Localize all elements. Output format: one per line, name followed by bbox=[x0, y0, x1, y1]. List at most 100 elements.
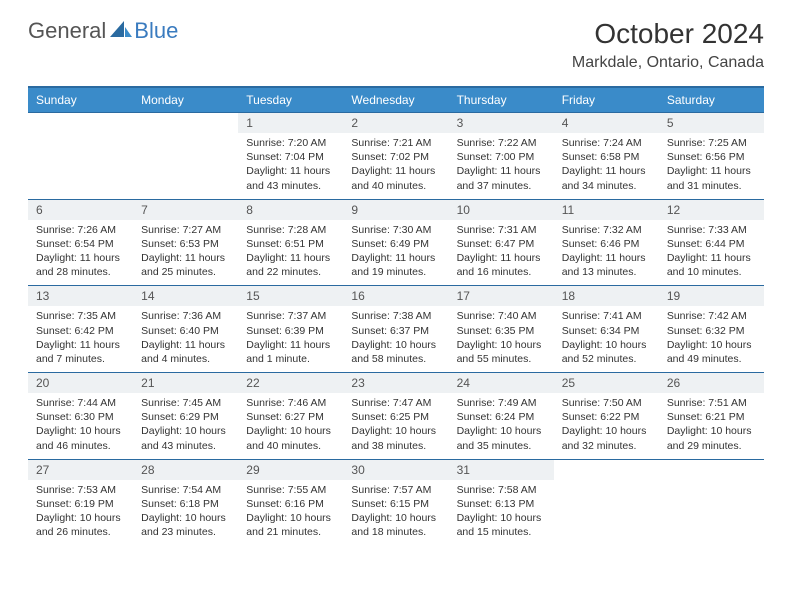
header: General Blue October 2024 Markdale, Onta… bbox=[28, 18, 764, 72]
day-info: Sunrise: 7:28 AMSunset: 6:51 PMDaylight:… bbox=[238, 220, 343, 286]
day-info: Sunrise: 7:54 AMSunset: 6:18 PMDaylight:… bbox=[133, 480, 238, 546]
calendar-day-cell: .. bbox=[659, 459, 764, 545]
day-number: 9 bbox=[343, 200, 448, 220]
logo: General Blue bbox=[28, 18, 178, 44]
day-info: Sunrise: 7:51 AMSunset: 6:21 PMDaylight:… bbox=[659, 393, 764, 459]
calendar-day-cell: 22Sunrise: 7:46 AMSunset: 6:27 PMDayligh… bbox=[238, 373, 343, 460]
weekday-header: Wednesday bbox=[343, 87, 448, 113]
day-info: Sunrise: 7:20 AMSunset: 7:04 PMDaylight:… bbox=[238, 133, 343, 199]
calendar-week-row: ....1Sunrise: 7:20 AMSunset: 7:04 PMDayl… bbox=[28, 113, 764, 200]
calendar-day-cell: 26Sunrise: 7:51 AMSunset: 6:21 PMDayligh… bbox=[659, 373, 764, 460]
weekday-header: Saturday bbox=[659, 87, 764, 113]
weekday-header-row: Sunday Monday Tuesday Wednesday Thursday… bbox=[28, 87, 764, 113]
calendar-day-cell: 24Sunrise: 7:49 AMSunset: 6:24 PMDayligh… bbox=[449, 373, 554, 460]
day-number: 4 bbox=[554, 113, 659, 133]
calendar-week-row: 20Sunrise: 7:44 AMSunset: 6:30 PMDayligh… bbox=[28, 373, 764, 460]
calendar-day-cell: 10Sunrise: 7:31 AMSunset: 6:47 PMDayligh… bbox=[449, 199, 554, 286]
day-number: 23 bbox=[343, 373, 448, 393]
calendar-week-row: 13Sunrise: 7:35 AMSunset: 6:42 PMDayligh… bbox=[28, 286, 764, 373]
day-info: Sunrise: 7:47 AMSunset: 6:25 PMDaylight:… bbox=[343, 393, 448, 459]
day-number: 22 bbox=[238, 373, 343, 393]
weekday-header: Thursday bbox=[449, 87, 554, 113]
calendar-day-cell: 17Sunrise: 7:40 AMSunset: 6:35 PMDayligh… bbox=[449, 286, 554, 373]
calendar-day-cell: 9Sunrise: 7:30 AMSunset: 6:49 PMDaylight… bbox=[343, 199, 448, 286]
calendar-table: Sunday Monday Tuesday Wednesday Thursday… bbox=[28, 86, 764, 545]
day-number: 6 bbox=[28, 200, 133, 220]
location-text: Markdale, Ontario, Canada bbox=[572, 54, 764, 72]
day-info: Sunrise: 7:49 AMSunset: 6:24 PMDaylight:… bbox=[449, 393, 554, 459]
day-info: Sunrise: 7:53 AMSunset: 6:19 PMDaylight:… bbox=[28, 480, 133, 546]
day-info: Sunrise: 7:33 AMSunset: 6:44 PMDaylight:… bbox=[659, 220, 764, 286]
calendar-day-cell: 30Sunrise: 7:57 AMSunset: 6:15 PMDayligh… bbox=[343, 459, 448, 545]
calendar-week-row: 27Sunrise: 7:53 AMSunset: 6:19 PMDayligh… bbox=[28, 459, 764, 545]
logo-sail-icon bbox=[110, 19, 132, 44]
day-info: Sunrise: 7:57 AMSunset: 6:15 PMDaylight:… bbox=[343, 480, 448, 546]
day-info: Sunrise: 7:45 AMSunset: 6:29 PMDaylight:… bbox=[133, 393, 238, 459]
calendar-day-cell: 3Sunrise: 7:22 AMSunset: 7:00 PMDaylight… bbox=[449, 113, 554, 200]
day-number: 8 bbox=[238, 200, 343, 220]
calendar-day-cell: 23Sunrise: 7:47 AMSunset: 6:25 PMDayligh… bbox=[343, 373, 448, 460]
calendar-day-cell: .. bbox=[133, 113, 238, 200]
calendar-day-cell: 6Sunrise: 7:26 AMSunset: 6:54 PMDaylight… bbox=[28, 199, 133, 286]
day-info: Sunrise: 7:22 AMSunset: 7:00 PMDaylight:… bbox=[449, 133, 554, 199]
day-number: 3 bbox=[449, 113, 554, 133]
day-number: 14 bbox=[133, 286, 238, 306]
calendar-day-cell: 12Sunrise: 7:33 AMSunset: 6:44 PMDayligh… bbox=[659, 199, 764, 286]
logo-text-blue: Blue bbox=[134, 18, 178, 44]
day-number: 11 bbox=[554, 200, 659, 220]
day-info: Sunrise: 7:41 AMSunset: 6:34 PMDaylight:… bbox=[554, 306, 659, 372]
calendar-day-cell: 20Sunrise: 7:44 AMSunset: 6:30 PMDayligh… bbox=[28, 373, 133, 460]
day-number: 31 bbox=[449, 460, 554, 480]
day-info: Sunrise: 7:38 AMSunset: 6:37 PMDaylight:… bbox=[343, 306, 448, 372]
logo-text-general: General bbox=[28, 18, 106, 44]
weekday-header: Friday bbox=[554, 87, 659, 113]
day-number: 30 bbox=[343, 460, 448, 480]
title-block: October 2024 Markdale, Ontario, Canada bbox=[572, 18, 764, 72]
calendar-day-cell: 18Sunrise: 7:41 AMSunset: 6:34 PMDayligh… bbox=[554, 286, 659, 373]
calendar-day-cell: 28Sunrise: 7:54 AMSunset: 6:18 PMDayligh… bbox=[133, 459, 238, 545]
day-number: 25 bbox=[554, 373, 659, 393]
calendar-day-cell: .. bbox=[554, 459, 659, 545]
calendar-day-cell: 8Sunrise: 7:28 AMSunset: 6:51 PMDaylight… bbox=[238, 199, 343, 286]
calendar-day-cell: 5Sunrise: 7:25 AMSunset: 6:56 PMDaylight… bbox=[659, 113, 764, 200]
day-info: Sunrise: 7:27 AMSunset: 6:53 PMDaylight:… bbox=[133, 220, 238, 286]
calendar-day-cell: .. bbox=[28, 113, 133, 200]
day-number: 19 bbox=[659, 286, 764, 306]
day-number: 29 bbox=[238, 460, 343, 480]
calendar-day-cell: 14Sunrise: 7:36 AMSunset: 6:40 PMDayligh… bbox=[133, 286, 238, 373]
day-number: 20 bbox=[28, 373, 133, 393]
day-number: 28 bbox=[133, 460, 238, 480]
day-number: 13 bbox=[28, 286, 133, 306]
calendar-day-cell: 7Sunrise: 7:27 AMSunset: 6:53 PMDaylight… bbox=[133, 199, 238, 286]
calendar-week-row: 6Sunrise: 7:26 AMSunset: 6:54 PMDaylight… bbox=[28, 199, 764, 286]
day-info: Sunrise: 7:50 AMSunset: 6:22 PMDaylight:… bbox=[554, 393, 659, 459]
day-info: Sunrise: 7:21 AMSunset: 7:02 PMDaylight:… bbox=[343, 133, 448, 199]
day-info: Sunrise: 7:40 AMSunset: 6:35 PMDaylight:… bbox=[449, 306, 554, 372]
day-number: 24 bbox=[449, 373, 554, 393]
calendar-day-cell: 11Sunrise: 7:32 AMSunset: 6:46 PMDayligh… bbox=[554, 199, 659, 286]
day-number: 16 bbox=[343, 286, 448, 306]
day-info: Sunrise: 7:26 AMSunset: 6:54 PMDaylight:… bbox=[28, 220, 133, 286]
day-number: 1 bbox=[238, 113, 343, 133]
day-number: 27 bbox=[28, 460, 133, 480]
day-info: Sunrise: 7:46 AMSunset: 6:27 PMDaylight:… bbox=[238, 393, 343, 459]
day-info: Sunrise: 7:30 AMSunset: 6:49 PMDaylight:… bbox=[343, 220, 448, 286]
month-title: October 2024 bbox=[572, 18, 764, 50]
day-info: Sunrise: 7:55 AMSunset: 6:16 PMDaylight:… bbox=[238, 480, 343, 546]
calendar-day-cell: 25Sunrise: 7:50 AMSunset: 6:22 PMDayligh… bbox=[554, 373, 659, 460]
day-number: 10 bbox=[449, 200, 554, 220]
day-number: 7 bbox=[133, 200, 238, 220]
weekday-header: Sunday bbox=[28, 87, 133, 113]
day-number: 21 bbox=[133, 373, 238, 393]
day-number: 15 bbox=[238, 286, 343, 306]
day-info: Sunrise: 7:32 AMSunset: 6:46 PMDaylight:… bbox=[554, 220, 659, 286]
day-info: Sunrise: 7:36 AMSunset: 6:40 PMDaylight:… bbox=[133, 306, 238, 372]
calendar-day-cell: 15Sunrise: 7:37 AMSunset: 6:39 PMDayligh… bbox=[238, 286, 343, 373]
calendar-day-cell: 19Sunrise: 7:42 AMSunset: 6:32 PMDayligh… bbox=[659, 286, 764, 373]
day-number: 18 bbox=[554, 286, 659, 306]
day-info: Sunrise: 7:37 AMSunset: 6:39 PMDaylight:… bbox=[238, 306, 343, 372]
calendar-day-cell: 31Sunrise: 7:58 AMSunset: 6:13 PMDayligh… bbox=[449, 459, 554, 545]
day-info: Sunrise: 7:44 AMSunset: 6:30 PMDaylight:… bbox=[28, 393, 133, 459]
weekday-header: Tuesday bbox=[238, 87, 343, 113]
day-info: Sunrise: 7:31 AMSunset: 6:47 PMDaylight:… bbox=[449, 220, 554, 286]
